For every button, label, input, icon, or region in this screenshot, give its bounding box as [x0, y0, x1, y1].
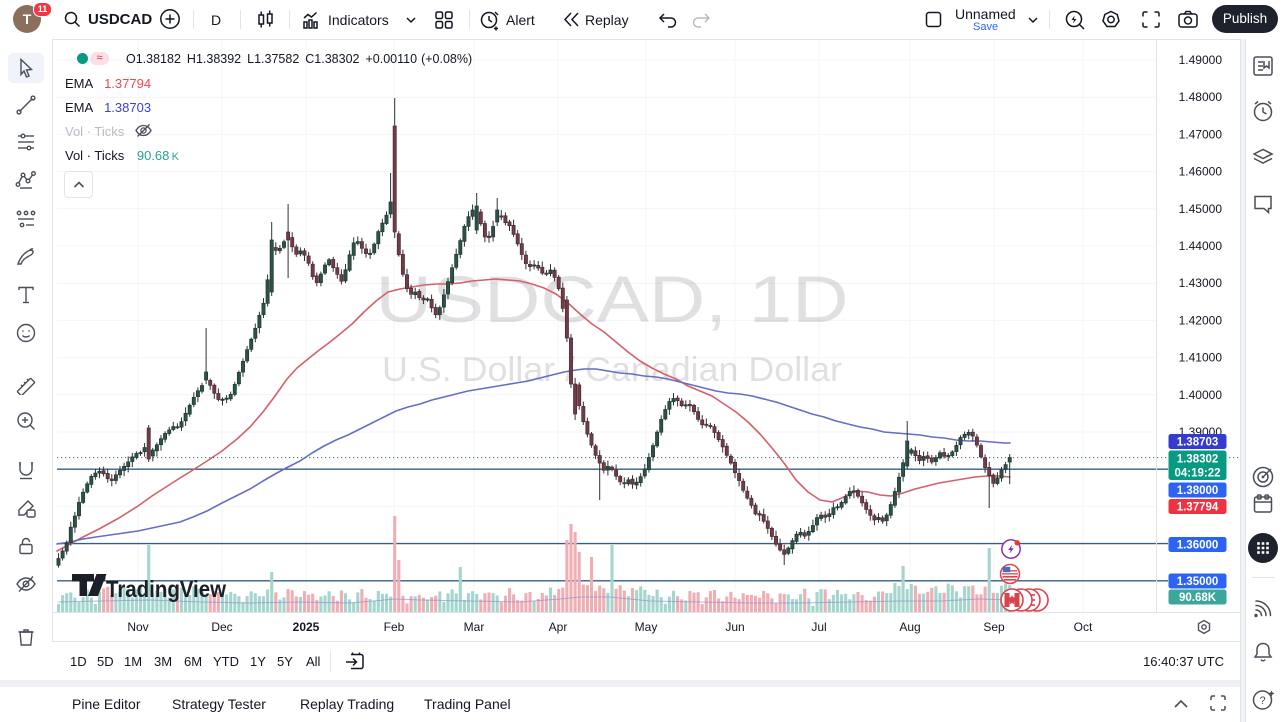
svg-text:Apr: Apr: [549, 620, 568, 634]
svg-text:Dec: Dec: [211, 620, 232, 634]
svg-text:04:19:22: 04:19:22: [1174, 468, 1220, 480]
svg-text:1.35000: 1.35000: [1177, 576, 1219, 588]
svg-text:Oct: Oct: [1074, 620, 1093, 634]
svg-text:1.45000: 1.45000: [1179, 202, 1223, 216]
svg-text:TradingView: TradingView: [106, 576, 226, 602]
svg-text:1.44000: 1.44000: [1179, 239, 1223, 253]
svg-text:1.37794: 1.37794: [1177, 502, 1219, 514]
svg-text:Feb: Feb: [384, 620, 405, 634]
svg-text:1.40000: 1.40000: [1179, 388, 1223, 402]
svg-text:Jun: Jun: [725, 620, 744, 634]
svg-text:90.68K: 90.68K: [1179, 592, 1217, 604]
svg-text:1.47000: 1.47000: [1179, 127, 1223, 141]
svg-text:Jul: Jul: [811, 620, 826, 634]
svg-text:Mar: Mar: [464, 620, 485, 634]
svg-text:Aug: Aug: [899, 620, 920, 634]
svg-text:1.46000: 1.46000: [1179, 165, 1223, 179]
svg-text:1.42000: 1.42000: [1179, 313, 1223, 327]
svg-text:1.38302: 1.38302: [1177, 454, 1219, 466]
svg-text:1.36000: 1.36000: [1177, 540, 1219, 552]
svg-text:May: May: [635, 620, 658, 634]
svg-text:1.48000: 1.48000: [1179, 90, 1223, 104]
svg-text:1.49000: 1.49000: [1179, 53, 1223, 67]
svg-text:1.43000: 1.43000: [1179, 276, 1223, 290]
svg-text:Nov: Nov: [127, 620, 148, 634]
svg-text:2025: 2025: [293, 620, 320, 634]
svg-text:Sep: Sep: [983, 620, 1005, 634]
svg-text:1.38703: 1.38703: [1177, 437, 1219, 449]
svg-text:1.41000: 1.41000: [1179, 351, 1223, 365]
svg-text:?: ?: [1259, 695, 1265, 707]
svg-text:1.38000: 1.38000: [1177, 485, 1219, 497]
svg-text:U.S. Dollar / Canadian Dollar: U.S. Dollar / Canadian Dollar: [382, 351, 842, 389]
svg-text:USDCAD, 1D: USDCAD, 1D: [376, 262, 849, 336]
